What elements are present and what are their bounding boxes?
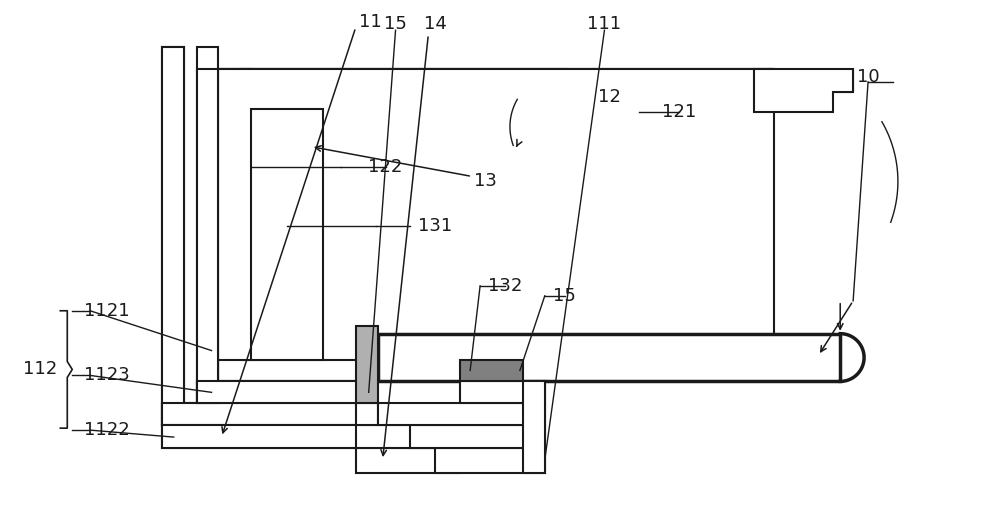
Bar [197,47,218,403]
Bar [460,381,545,403]
Text: 1123: 1123 [84,366,130,384]
Text: 12: 12 [598,88,621,106]
Text: 112: 112 [23,361,58,379]
Text: 1121: 1121 [84,302,130,320]
Bar [218,69,567,381]
Text: 121: 121 [662,103,696,121]
Bar [378,333,840,381]
Text: 11: 11 [359,13,382,31]
Bar [162,425,366,448]
Bar [523,381,545,473]
Bar [162,425,366,448]
Bar [460,359,523,381]
Bar [197,69,218,403]
Text: 132: 132 [488,277,522,295]
Bar [356,403,378,425]
Bar [162,47,184,425]
Bar [356,448,460,473]
Text: 13: 13 [474,173,497,191]
Bar [162,403,366,425]
Bar [197,381,371,403]
Text: 10: 10 [857,68,879,86]
Bar [251,109,323,359]
Text: 14: 14 [424,15,447,33]
Bar [162,47,184,425]
Bar [435,448,545,473]
Text: 1122: 1122 [84,421,130,439]
Text: 15: 15 [553,287,576,305]
Polygon shape [754,69,853,112]
Bar [218,69,774,359]
Bar [356,326,378,403]
Bar [197,381,371,403]
Bar [378,403,545,425]
Bar [356,425,435,448]
Bar [240,69,251,359]
Bar [410,425,545,448]
Text: 122: 122 [368,158,403,176]
Text: 131: 131 [418,217,452,235]
Text: 15: 15 [384,15,407,33]
Bar [162,403,366,425]
Text: 111: 111 [587,15,622,33]
